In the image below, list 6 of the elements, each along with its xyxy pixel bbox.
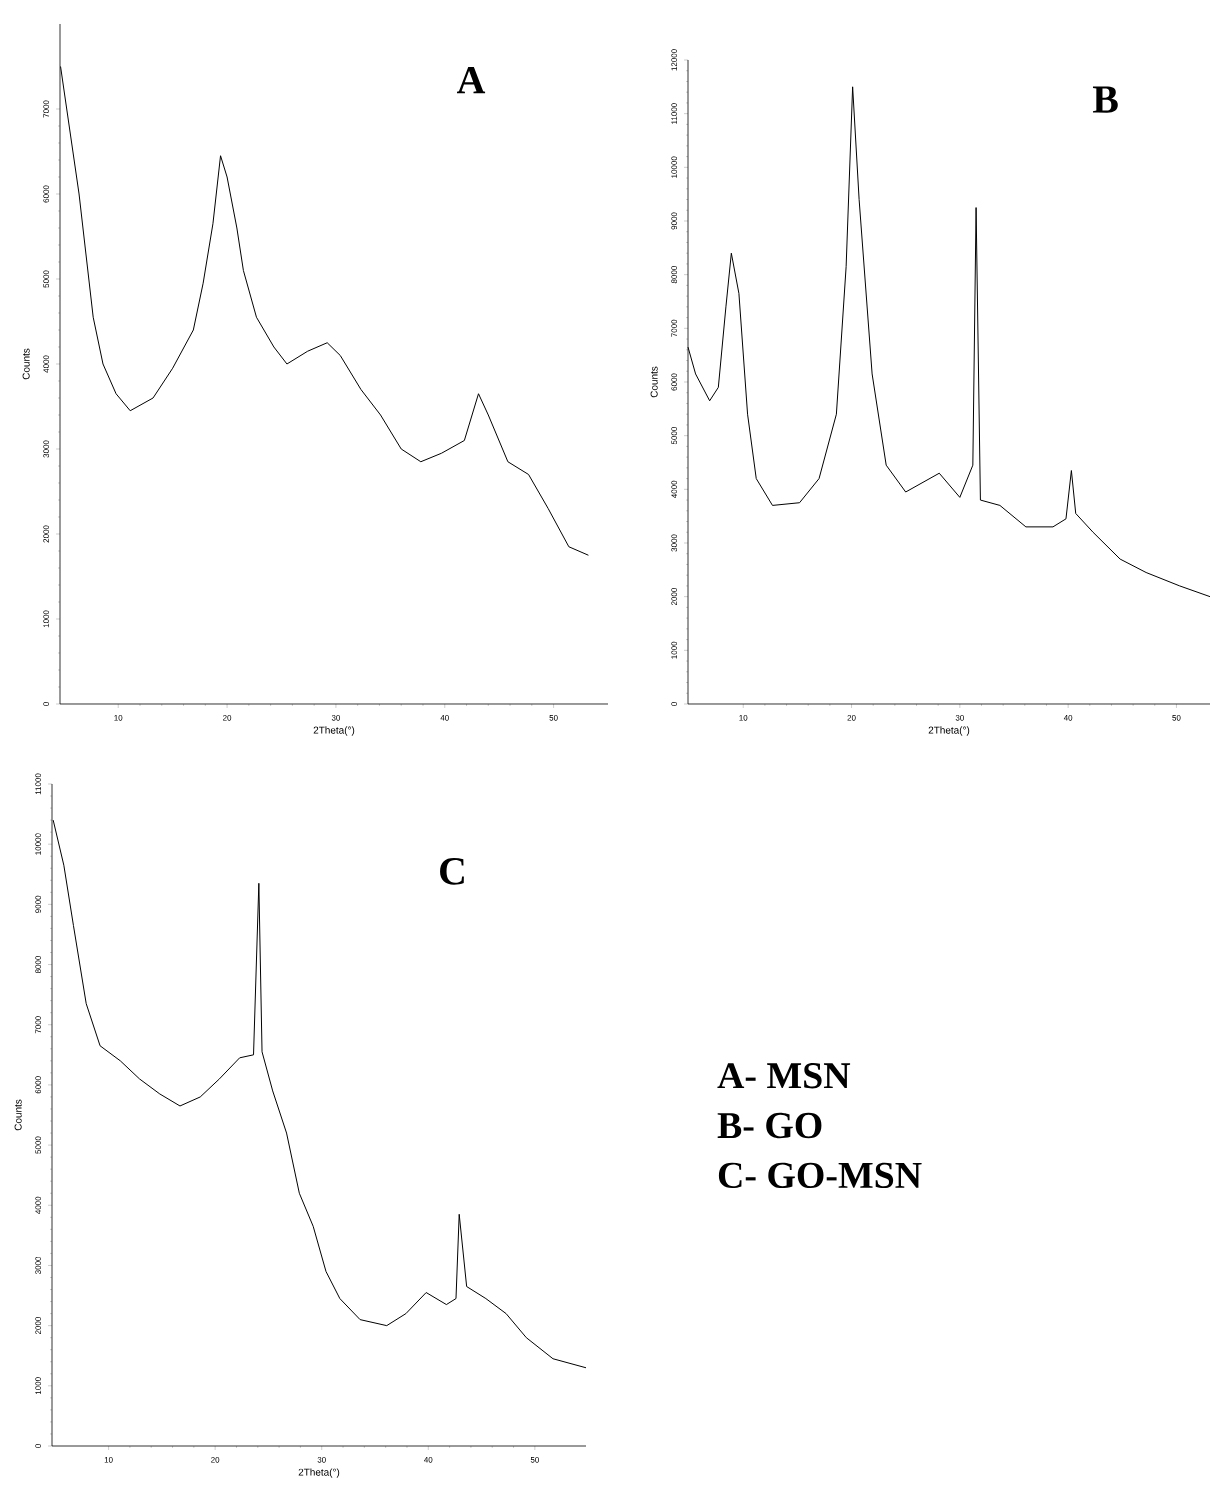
text: C- GO-MSN	[718, 1162, 922, 1189]
text: C	[440, 857, 464, 885]
text: A- MSN	[717, 1063, 851, 1089]
text: B- GO	[717, 1112, 822, 1139]
chart-title: B	[1092, 86, 1118, 113]
text: A	[456, 66, 486, 94]
